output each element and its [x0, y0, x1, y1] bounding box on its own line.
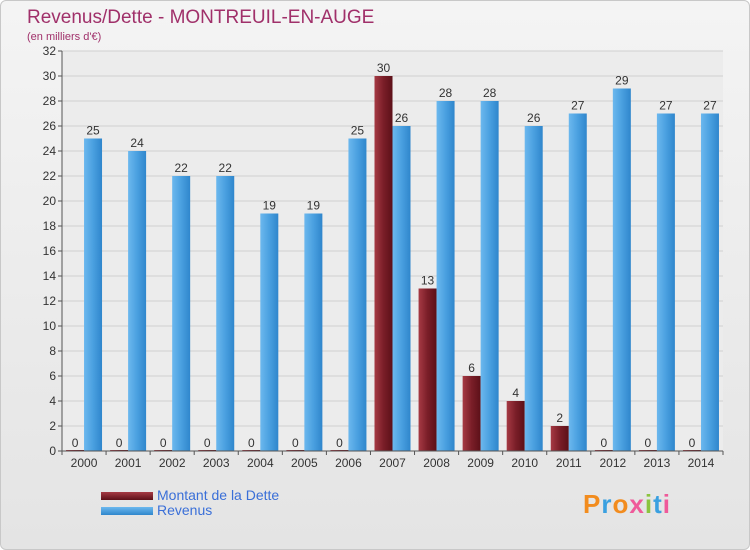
- y-tick-label: 26: [43, 119, 57, 133]
- data-label-revenus: 25: [351, 124, 365, 138]
- brand-letter: i: [662, 489, 671, 519]
- data-label-revenus: 19: [307, 199, 321, 213]
- bar-revenus: [172, 176, 191, 451]
- x-tick-label: 2005: [291, 456, 318, 470]
- y-tick-label: 4: [49, 394, 56, 408]
- data-label-dette: 0: [292, 436, 299, 450]
- y-tick-label: 8: [49, 344, 56, 358]
- bar-revenus: [216, 176, 235, 451]
- data-label-revenus: 24: [130, 136, 144, 150]
- bar-dette: [418, 288, 437, 451]
- bar-revenus: [304, 213, 323, 451]
- x-tick-label: 2004: [247, 456, 274, 470]
- bar-revenus: [612, 88, 631, 451]
- y-tick-label: 2: [49, 419, 56, 433]
- x-tick-label: 2009: [467, 456, 494, 470]
- y-tick-label: 6: [49, 369, 56, 383]
- bar-revenus: [568, 113, 587, 451]
- brand-logo: Proxiti: [583, 489, 671, 520]
- bar-revenus: [348, 138, 367, 451]
- bar-dette: [462, 376, 481, 451]
- x-tick-label: 2007: [379, 456, 406, 470]
- brand-letter: t: [653, 489, 663, 519]
- data-label-dette: 0: [336, 436, 343, 450]
- chart-title: Revenus/Dette - MONTREUIL-EN-AUGE: [27, 7, 375, 28]
- legend-swatch-dette: [101, 492, 153, 500]
- data-label-dette: 4: [512, 386, 519, 400]
- bar-chart: 0250240220220190190253026132862842622702…: [43, 44, 724, 470]
- data-label-revenus: 26: [395, 111, 409, 125]
- bar-revenus: [480, 101, 499, 451]
- brand-letter: i: [644, 489, 654, 519]
- data-label-dette: 0: [204, 436, 211, 450]
- data-label-dette: 30: [377, 61, 391, 75]
- bar-dette: [550, 426, 569, 451]
- y-tick-label: 20: [43, 194, 57, 208]
- data-label-dette: 2: [556, 411, 563, 425]
- y-tick-label: 24: [43, 144, 57, 158]
- y-tick-label: 28: [43, 94, 57, 108]
- x-tick-label: 2000: [71, 456, 98, 470]
- data-label-dette: 0: [600, 436, 607, 450]
- data-label-dette: 0: [72, 436, 79, 450]
- x-tick-label: 2013: [644, 456, 671, 470]
- data-label-revenus: 29: [615, 74, 629, 88]
- y-tick-label: 16: [43, 244, 57, 258]
- data-label-dette: 0: [689, 436, 696, 450]
- data-label-dette: 0: [116, 436, 123, 450]
- brand-letter: o: [612, 489, 630, 519]
- brand-letter: r: [601, 489, 613, 519]
- chart-subtitle: (en milliers d'€): [27, 31, 102, 43]
- data-label-dette: 0: [645, 436, 652, 450]
- data-label-revenus: 22: [174, 161, 188, 175]
- data-label-revenus: 28: [439, 86, 453, 100]
- legend-label-revenus: Revenus: [157, 502, 213, 518]
- x-tick-label: 2011: [556, 456, 582, 470]
- data-label-revenus: 28: [483, 86, 497, 100]
- data-label-revenus: 27: [703, 99, 717, 113]
- y-tick-label: 18: [43, 219, 57, 233]
- data-label-revenus: 27: [571, 99, 585, 113]
- legend-swatch-revenus: [101, 507, 153, 515]
- x-tick-label: 2014: [688, 456, 715, 470]
- y-tick-label: 10: [43, 319, 57, 333]
- x-tick-label: 2002: [159, 456, 186, 470]
- y-tick-label: 32: [43, 44, 57, 58]
- x-tick-label: 2008: [423, 456, 450, 470]
- x-tick-label: 2001: [115, 456, 142, 470]
- bar-revenus: [656, 113, 675, 451]
- data-label-revenus: 19: [263, 199, 277, 213]
- data-label-dette: 13: [421, 274, 435, 288]
- x-tick-label: 2003: [203, 456, 230, 470]
- bar-revenus: [436, 101, 455, 451]
- bar-revenus: [392, 126, 411, 451]
- data-label-dette: 6: [468, 361, 475, 375]
- bar-revenus: [524, 126, 543, 451]
- data-label-dette: 0: [248, 436, 255, 450]
- bar-revenus: [700, 113, 719, 451]
- y-tick-label: 30: [43, 69, 57, 83]
- data-label-revenus: 25: [86, 124, 100, 138]
- y-tick-label: 22: [43, 169, 57, 183]
- data-label-revenus: 26: [527, 111, 541, 125]
- bar-dette: [374, 76, 393, 451]
- legend-label-dette: Montant de la Dette: [157, 487, 280, 503]
- x-tick-label: 2006: [335, 456, 362, 470]
- bar-revenus: [260, 213, 279, 451]
- bar-revenus: [128, 151, 147, 451]
- y-tick-label: 14: [43, 269, 57, 283]
- data-label-revenus: 22: [219, 161, 233, 175]
- brand-letter: P: [583, 489, 602, 519]
- bar-revenus: [84, 138, 103, 451]
- brand-letter: x: [629, 489, 645, 519]
- y-tick-label: 0: [49, 444, 56, 458]
- data-label-dette: 0: [160, 436, 167, 450]
- x-tick-label: 2012: [599, 456, 626, 470]
- data-label-revenus: 27: [659, 99, 673, 113]
- x-tick-label: 2010: [511, 456, 538, 470]
- y-tick-label: 12: [43, 294, 57, 308]
- bar-dette: [506, 401, 525, 451]
